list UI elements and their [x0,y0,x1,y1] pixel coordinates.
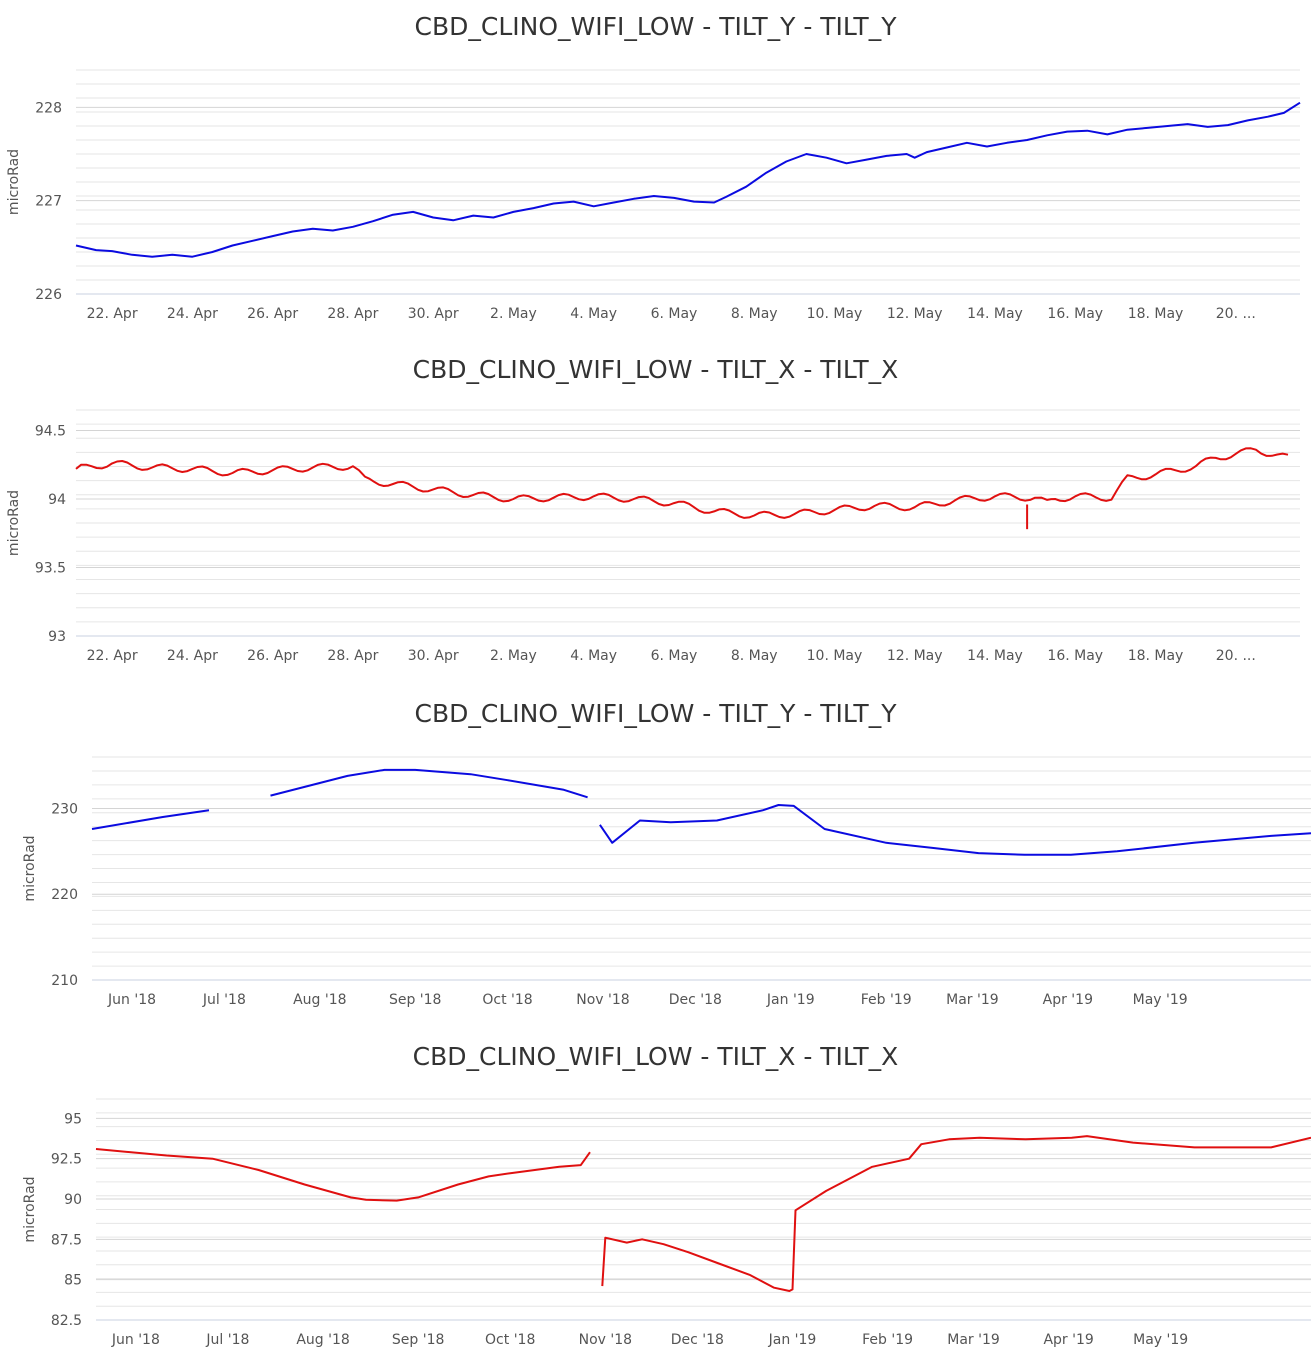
x-tick-label: 22. Apr [87,648,138,664]
x-tick-label: May '19 [1133,992,1188,1008]
x-tick-label: Aug '18 [296,1332,349,1348]
x-tick-label: 24. Apr [167,306,218,322]
chart-title: CBD_CLINO_WIFI_LOW - TILT_Y - TILT_Y [414,12,897,41]
x-tick-label: Jan '19 [768,1332,817,1348]
x-tick-label: 14. May [967,648,1023,664]
y-axis-label: microRad [6,149,22,215]
x-tick-label: Apr '19 [1043,1332,1093,1348]
x-tick-label: Oct '18 [485,1332,535,1348]
x-tick-label: 28. Apr [327,648,378,664]
chart-title: CBD_CLINO_WIFI_LOW - TILT_X - TILT_X [412,355,899,384]
y-tick-label: 94 [48,492,66,508]
tilt-y-short-chart: 226 227 228 22. Apr 24. Apr 26. Apr 28. Apr 30.… [6,69,1301,322]
x-tick-label: Jul '18 [205,1332,249,1348]
series-line [75,447,1289,519]
tilt-y-long-chart: 210 220 230 Jun '18 Jul '18 Aug '18 Sep '18 Oct… [22,756,1311,1008]
x-tick-label: 2. May [490,648,537,664]
x-tick-label: 16. May [1047,648,1103,664]
x-tick-label: Oct '18 [482,992,532,1008]
x-tick-label: 6. May [651,306,698,322]
x-tick-label: 24. Apr [167,648,218,664]
x-tick-label: Feb '19 [861,992,912,1008]
y-axis-label: microRad [22,835,38,901]
y-tick-label: 220 [51,887,78,903]
x-tick-label: Jan '19 [766,992,815,1008]
x-tick-label: Jul '18 [202,992,246,1008]
x-tick-label: Nov '18 [576,992,629,1008]
tilt-x-long-chart: 82.5 85 87.5 90 92.5 95 Jun '18 Jul '18 Aug '18 S… [22,1098,1311,1348]
y-tick-label: 87.5 [51,1232,82,1248]
y-tick-label: 95 [64,1111,82,1127]
x-tick-label: Dec '18 [669,992,722,1008]
y-tick-label: 226 [35,287,62,303]
y-tick-label: 228 [35,100,62,116]
x-tick-label: Jun '18 [107,992,156,1008]
y-tick-label: 93 [48,629,66,645]
x-tick-label: 16. May [1047,306,1103,322]
x-tick-label: 30. Apr [408,648,459,664]
x-tick-label: 12. May [887,648,943,664]
x-tick-label: 28. Apr [327,306,378,322]
y-axis-label: microRad [6,490,22,556]
x-tick-label: Mar '19 [946,992,999,1008]
gridlines [92,756,1311,981]
y-tick-label: 210 [51,973,78,989]
x-tick-label: 8. May [731,306,778,322]
x-tick-label: 8. May [731,648,778,664]
x-tick-label: 18. May [1128,648,1184,664]
x-tick-label: 10. May [807,306,863,322]
x-tick-label: 12. May [887,306,943,322]
gridlines [76,409,1300,637]
x-tick-label: Nov '18 [579,1332,632,1348]
gridlines [76,69,1300,295]
x-tick-label: Sep '18 [389,992,442,1008]
series-line [75,101,1301,258]
x-tick-label: 2. May [490,306,537,322]
x-tick-label: 26. Apr [247,648,298,664]
chart-title: CBD_CLINO_WIFI_LOW - TILT_Y - TILT_Y [414,699,897,728]
y-axis-label: microRad [22,1176,38,1242]
x-tick-label: Mar '19 [947,1332,1000,1348]
y-tick-label: 90 [64,1192,82,1208]
gridlines [96,1098,1311,1321]
x-tick-label: 26. Apr [247,306,298,322]
x-tick-label: 10. May [807,648,863,664]
x-tick-label: 6. May [651,648,698,664]
y-tick-label: 227 [35,194,62,210]
series-line [601,1135,1311,1292]
x-tick-label: Jun '18 [111,1332,160,1348]
x-tick-label: Aug '18 [293,992,346,1008]
tilt-x-short-chart: 93 93.5 94 94.5 22. Apr 24. Apr 26. Apr 28. Apr… [6,409,1300,664]
series-line [95,1148,591,1202]
chart-title: CBD_CLINO_WIFI_LOW - TILT_X - TILT_X [412,1042,899,1071]
x-tick-label: Apr '19 [1043,992,1093,1008]
y-tick-label: 93.5 [35,561,66,577]
y-tick-label: 92.5 [51,1152,82,1168]
y-tick-label: 85 [64,1273,82,1289]
y-tick-label: 230 [51,801,78,817]
x-tick-label: May '19 [1133,1332,1188,1348]
x-tick-label: 20. ... [1216,306,1256,322]
x-tick-label: Sep '18 [392,1332,445,1348]
x-tick-label: 22. Apr [87,306,138,322]
series-line [91,768,1311,856]
x-tick-label: Feb '19 [862,1332,913,1348]
x-tick-label: 14. May [967,306,1023,322]
y-tick-label: 94.5 [35,424,66,440]
y-tick-label: 82.5 [51,1313,82,1329]
x-tick-label: 4. May [570,306,617,322]
x-tick-label: Dec '18 [671,1332,724,1348]
x-tick-label: 30. Apr [408,306,459,322]
x-tick-label: 4. May [570,648,617,664]
x-tick-label: 18. May [1128,306,1184,322]
x-tick-label: 20. ... [1216,648,1256,664]
